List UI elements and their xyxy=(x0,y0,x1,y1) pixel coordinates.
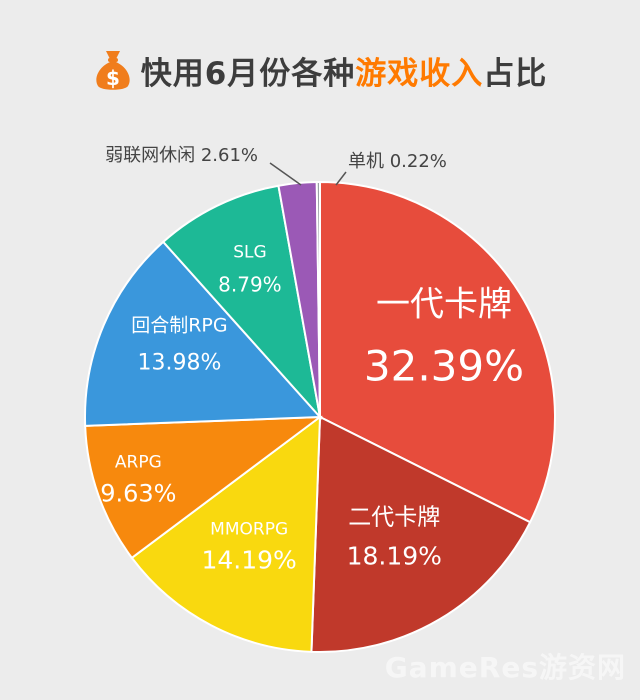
slice-label: 回合制RPG xyxy=(131,314,227,336)
pie-slice xyxy=(315,180,321,418)
slice-value-label: 9.63% xyxy=(100,479,176,507)
pie-slice xyxy=(130,414,322,653)
slice-value-label: 13.98% xyxy=(137,350,221,375)
leader-line xyxy=(269,162,302,186)
slice-external-label: 弱联网休闲 2.61% xyxy=(105,145,258,166)
pie-slice xyxy=(310,415,532,653)
svg-text:$: $ xyxy=(106,66,120,90)
title-part2: 占比 xyxy=(483,55,548,92)
slice-external-label: 单机 0.22% xyxy=(348,151,447,172)
slice-label: SLG xyxy=(233,242,266,262)
chart-title: 快用6月份各种游戏收入占比 xyxy=(141,48,548,93)
watermark: GameRes游资网 xyxy=(384,651,626,684)
pie-slice xyxy=(84,240,323,427)
pie-slice xyxy=(161,184,322,421)
slice-label: ARPG xyxy=(115,452,162,472)
slice-value-label: 18.19% xyxy=(347,541,442,570)
title-highlight: 游戏收入 xyxy=(355,55,484,92)
slice-value-label: 8.79% xyxy=(218,272,282,296)
slice-value-label: 14.19% xyxy=(201,545,296,574)
slice-label: 二代卡牌 xyxy=(348,504,440,530)
title-row: $ 快用6月份各种游戏收入占比 xyxy=(0,40,640,100)
money-bag-icon: $ xyxy=(96,51,130,90)
title-part1: 快用6月份各种 xyxy=(140,55,356,92)
slice-label: MMORPG xyxy=(210,519,288,539)
leader-line xyxy=(335,171,347,186)
slice-label: 一代卡牌 xyxy=(376,284,512,324)
pie-slice xyxy=(84,415,324,560)
slice-value-label: 32.39% xyxy=(364,341,524,390)
pie-slice xyxy=(319,180,556,524)
